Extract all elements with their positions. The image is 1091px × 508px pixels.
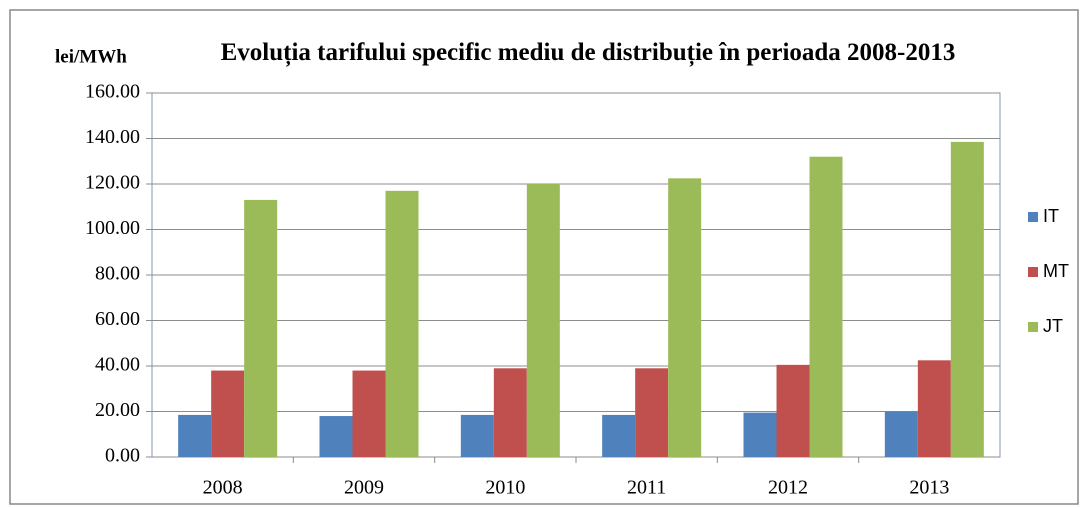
x-tick-label: 2010 [485, 477, 525, 499]
bar [602, 414, 636, 457]
bar [493, 368, 527, 457]
bar [809, 156, 843, 457]
y-tick-label: 20.00 [95, 399, 140, 421]
legend-label: MT [1043, 261, 1069, 281]
y-tick-label: 40.00 [95, 354, 140, 376]
y-tick-label: 80.00 [95, 263, 140, 285]
y-tick-label: 120.00 [85, 172, 140, 194]
bar [352, 370, 386, 457]
bar [244, 199, 278, 458]
y-axis-label: lei/MWh [55, 46, 127, 67]
bar [319, 416, 353, 457]
bar [743, 412, 777, 457]
x-tick-label: 2013 [909, 477, 949, 499]
y-tick-label: 140.00 [85, 126, 140, 148]
bar [917, 360, 951, 457]
bar [178, 414, 212, 457]
legend-label: IT [1043, 206, 1059, 226]
y-tick-label: 0.00 [105, 445, 140, 467]
legend-label: JT [1043, 316, 1063, 336]
legend-swatch [1028, 267, 1038, 277]
legend-swatch [1028, 212, 1038, 222]
bar [211, 370, 245, 457]
legend-swatch [1028, 322, 1038, 332]
bar [460, 414, 494, 457]
y-tick-label: 160.00 [85, 81, 140, 103]
x-tick-label: 2012 [768, 477, 808, 499]
y-tick-label: 100.00 [85, 217, 140, 239]
x-tick-label: 2009 [344, 477, 384, 499]
x-tick-label: 2008 [203, 477, 243, 499]
x-tick-label: 2011 [627, 477, 666, 499]
bar [884, 411, 918, 457]
bar [776, 364, 810, 457]
y-tick-label: 60.00 [95, 308, 140, 330]
chart-title: Evoluția tarifului specific mediu de dis… [220, 39, 956, 66]
bar [668, 178, 702, 457]
bar [950, 141, 984, 457]
bar [526, 184, 560, 457]
bar [635, 368, 669, 457]
bar [385, 190, 419, 457]
